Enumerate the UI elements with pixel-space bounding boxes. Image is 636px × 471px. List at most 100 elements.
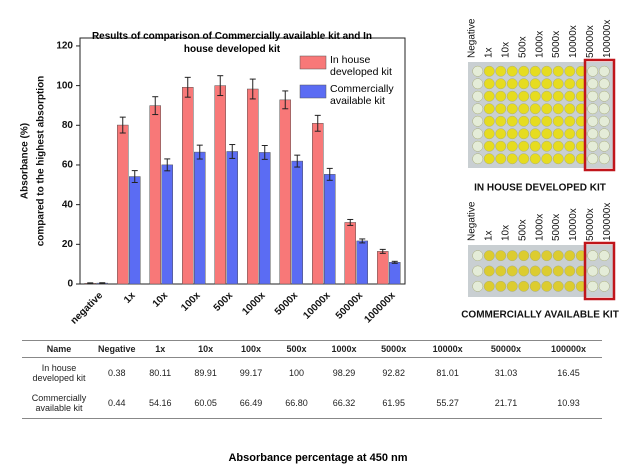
well <box>529 78 541 90</box>
well <box>518 140 530 152</box>
well <box>552 65 564 77</box>
well <box>564 250 576 262</box>
well <box>506 280 518 292</box>
well <box>541 90 553 102</box>
well <box>541 250 553 262</box>
legend-swatch <box>299 84 327 99</box>
well <box>506 115 518 127</box>
well <box>472 153 484 165</box>
table-cell: 16.45 <box>557 368 580 378</box>
table-row: Commercially available kit 0.44 54.16 60.05… <box>22 388 602 419</box>
table-cell: 81.01 <box>436 368 459 378</box>
legend-label-box: In house developed kit <box>330 54 392 78</box>
bar <box>344 222 356 285</box>
error-bar <box>249 78 256 100</box>
well <box>587 128 599 140</box>
plate-column-label: 50000x <box>585 208 596 241</box>
y-axis-label: compared to the highest absorption <box>36 76 47 247</box>
well <box>495 153 507 165</box>
legend-label: In house developed kit <box>330 54 392 78</box>
well <box>529 280 541 292</box>
bar <box>247 88 259 285</box>
plate-column-label: 10x <box>500 225 511 241</box>
well <box>529 153 541 165</box>
well <box>564 153 576 165</box>
well <box>587 90 599 102</box>
well <box>587 250 599 262</box>
error-bar <box>87 282 94 285</box>
well <box>495 90 507 102</box>
well <box>495 103 507 115</box>
table-cell: 60.05 <box>182 388 229 419</box>
error-bar <box>99 282 106 285</box>
header-cell: 50000x <box>476 340 536 358</box>
well <box>518 128 530 140</box>
well <box>541 280 553 292</box>
bar <box>324 174 336 285</box>
table-cell: 0.38 <box>108 368 126 378</box>
header-cell: 500x <box>273 340 320 358</box>
plate-label: IN HOUSE DEVELOPED KIT <box>474 183 606 194</box>
well <box>518 115 530 127</box>
x-tick-label: 10x <box>151 290 171 310</box>
plate-column-label: 10x <box>500 42 511 58</box>
bar <box>377 251 389 285</box>
well <box>495 280 507 292</box>
well <box>483 250 495 262</box>
well <box>518 90 530 102</box>
plot-frame <box>79 37 406 285</box>
well <box>495 250 507 262</box>
well <box>564 65 576 77</box>
chart-title: Results of comparison of Commercially av… <box>91 31 373 55</box>
well <box>552 140 564 152</box>
error-bar <box>131 170 138 184</box>
figure: 0 20 40 60 80 100 120 Absorbance (%) compared to… <box>20 18 619 327</box>
y-tick-label: 20 <box>62 239 74 250</box>
bar <box>291 160 303 285</box>
bar <box>214 85 226 285</box>
bar <box>117 124 129 285</box>
header-row: Name Negative 1x 10x 100x 500x 1000x 5000x 10000… <box>22 340 602 358</box>
well <box>598 90 610 102</box>
table-cell: 89.91 <box>194 368 217 378</box>
table-cell: 55.27 <box>418 388 477 419</box>
plate-column-label: 500x <box>517 36 528 58</box>
x-tick-label: 50000x <box>334 290 366 322</box>
well <box>564 78 576 90</box>
well <box>598 140 610 152</box>
error-bar <box>119 116 126 134</box>
y-tick-label: 80 <box>62 120 74 131</box>
table-cell: 31.03 <box>494 368 518 378</box>
error-bar <box>196 144 203 160</box>
well <box>506 103 518 115</box>
well <box>564 103 576 115</box>
header-cell: 100x <box>228 340 274 358</box>
well <box>506 250 518 262</box>
well <box>529 265 541 277</box>
plate-column-label: 1x <box>484 47 495 58</box>
legend-swatch <box>299 55 327 70</box>
plate-column-label: 50000x <box>585 25 596 58</box>
chart-title-box: Results of comparison of Commercially av… <box>91 31 373 55</box>
row-label: In house developed kit <box>32 363 86 383</box>
well <box>587 153 599 165</box>
well <box>495 128 507 140</box>
legend-label-box: Commercially available kit <box>330 83 394 107</box>
x-tick-label: negative <box>69 290 106 327</box>
error-bar <box>391 260 398 264</box>
well <box>541 265 553 277</box>
table-cell: 98.29 <box>332 368 356 378</box>
well <box>506 90 518 102</box>
well <box>495 78 507 90</box>
x-tick-label: 1x <box>122 290 138 306</box>
x-tick-label: 10000x <box>301 290 333 322</box>
header-cell: 10000x <box>418 340 477 358</box>
y-tick-label: 60 <box>62 160 74 171</box>
well <box>495 115 507 127</box>
x-tick-label: 500x <box>212 290 236 314</box>
bar <box>259 152 271 285</box>
well <box>598 103 610 115</box>
well <box>529 140 541 152</box>
bar <box>226 151 238 285</box>
bar <box>149 105 161 285</box>
